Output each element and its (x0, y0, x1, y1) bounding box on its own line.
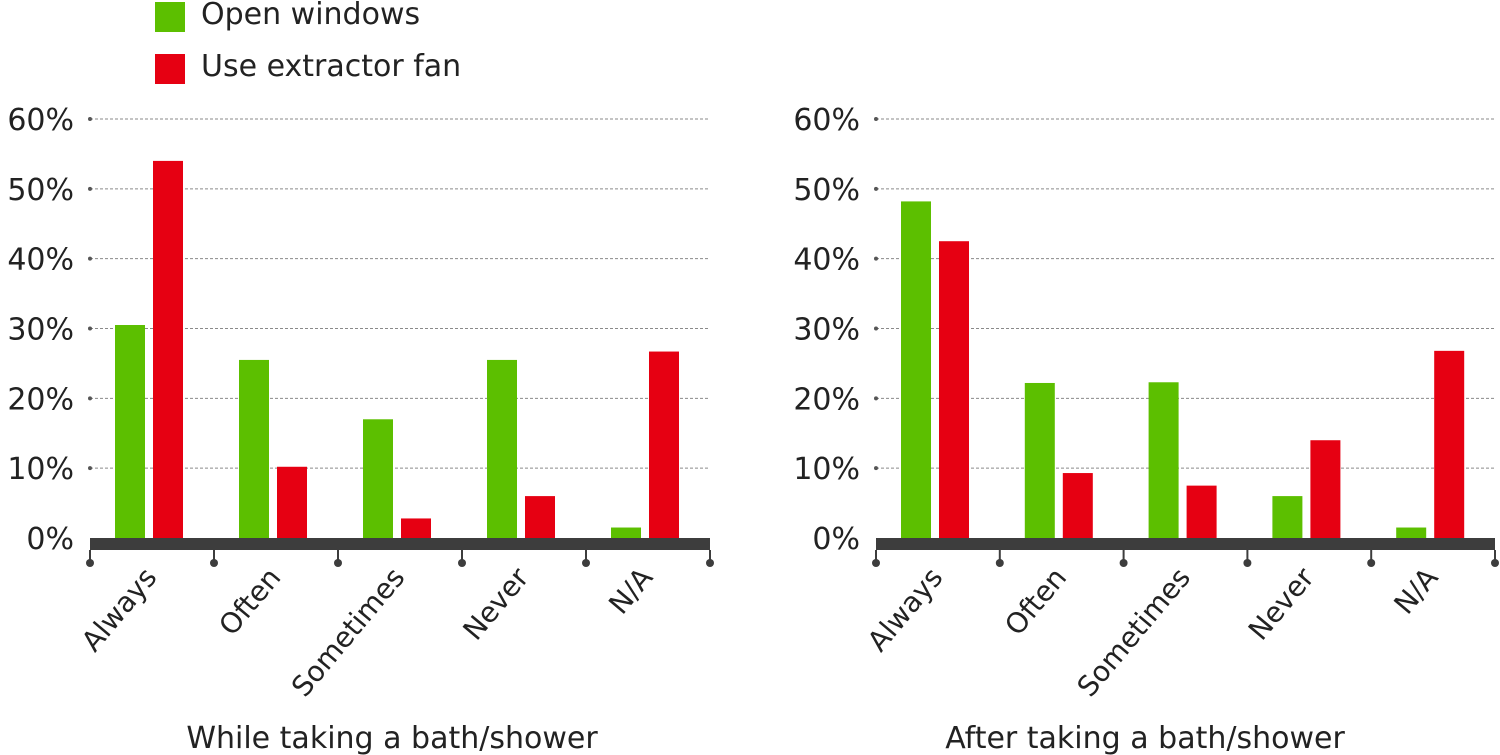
y-tick-label: 40% (793, 243, 860, 278)
y-tick-label: 20% (793, 382, 860, 417)
bar-open-windows (115, 325, 145, 538)
y-tick-label: 10% (793, 452, 860, 487)
category-label: N/A (1387, 561, 1444, 620)
gridline-dot (874, 186, 878, 191)
bar-open-windows (1272, 496, 1303, 538)
legend-label-use-extractor-fan: Use extractor fan (201, 49, 462, 84)
gridline-dot (874, 326, 878, 331)
gridline-dot (88, 186, 92, 191)
bar-open-windows (1024, 382, 1055, 538)
legend-swatch-open-windows (155, 2, 185, 32)
gridline-dot (874, 466, 878, 471)
y-tick-label: 50% (7, 173, 74, 208)
category-label: Never (1242, 561, 1321, 647)
y-tick-label: 60% (7, 103, 74, 138)
x-tick-dot (86, 559, 94, 567)
y-tick-label: 40% (7, 243, 74, 278)
y-tick-label: 60% (793, 103, 860, 138)
category-label: Often (998, 561, 1073, 641)
bar-use-extractor-fan (153, 160, 183, 538)
category-label: N/A (602, 561, 659, 620)
bar-open-windows (363, 419, 393, 538)
bar-open-windows (1396, 527, 1427, 538)
chart-2: 0% 10% 20% 30% 40% 50% 60% Always OftenSometimes… (793, 103, 1499, 755)
legend-swatch-use-extractor-fan (155, 54, 185, 84)
gridline-dot (874, 117, 878, 121)
x-tick-dot (458, 559, 466, 567)
bar-use-extractor-fan (277, 466, 307, 538)
y-tick-label: 50% (793, 173, 860, 208)
chart-title: After taking a bath/shower (945, 721, 1345, 755)
bar-use-extractor-fan (649, 351, 679, 538)
category-label: Sometimes (1071, 561, 1197, 703)
bar-open-windows (611, 527, 641, 538)
gridline-dot (88, 117, 92, 121)
bar-use-extractor-fan (1310, 440, 1341, 538)
bar-open-windows (1148, 382, 1179, 538)
category-label: Sometimes (285, 561, 411, 703)
category-label: Never (456, 561, 535, 647)
y-tick-label: 0% (812, 522, 860, 557)
x-tick-dot (582, 559, 590, 567)
x-tick-dot (706, 559, 714, 567)
y-tick-label: 0% (26, 522, 74, 557)
bar-use-extractor-fan (1186, 485, 1217, 538)
bar-use-extractor-fan (1434, 350, 1465, 538)
bar-use-extractor-fan (401, 518, 431, 538)
bar-open-windows (487, 359, 517, 538)
category-label: Always (861, 561, 949, 657)
y-tick-label: 30% (7, 313, 74, 348)
y-tick-label: 10% (7, 452, 74, 487)
legend-label-open-windows: Open windows (201, 0, 421, 32)
x-tick-dot (1367, 559, 1376, 567)
category-label: Always (75, 561, 163, 657)
x-axis (876, 538, 1495, 550)
x-axis (90, 538, 710, 550)
gridline-dot (874, 396, 878, 401)
bar-use-extractor-fan (1062, 473, 1093, 538)
gridline-dot (874, 256, 878, 261)
x-tick-dot (1119, 559, 1128, 567)
bar-open-windows (901, 201, 931, 539)
category-label: Often (212, 561, 287, 641)
bar-use-extractor-fan (939, 241, 969, 539)
gridline-dot (88, 326, 92, 331)
gridline-dot (88, 466, 92, 471)
bar-use-extractor-fan (525, 496, 555, 538)
y-tick-label: 30% (793, 313, 860, 348)
x-tick-dot (995, 559, 1004, 567)
gridline-dot (88, 256, 92, 261)
x-tick-dot (210, 559, 218, 567)
x-tick-dot (872, 559, 880, 567)
chart-1: 0% 10% 20% 30% 40% 50% 60% Always OftenSometimes… (7, 103, 714, 755)
chart-title: While taking a bath/shower (186, 721, 598, 755)
y-tick-label: 20% (7, 382, 74, 417)
gridline-dot (88, 396, 92, 401)
x-tick-dot (334, 559, 342, 567)
x-tick-dot (1243, 559, 1252, 567)
bar-open-windows (239, 359, 269, 538)
x-tick-dot (1491, 559, 1499, 567)
